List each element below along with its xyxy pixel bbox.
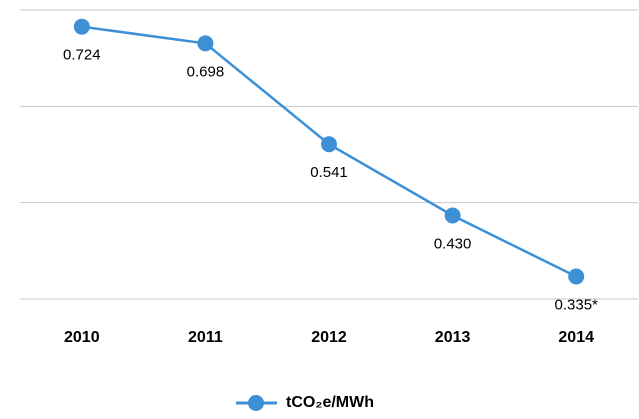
data-label: 0.724 bbox=[63, 47, 101, 64]
data-label: 0.430 bbox=[434, 235, 472, 252]
x-tick-label: 2011 bbox=[188, 329, 223, 346]
legend-marker bbox=[248, 395, 264, 411]
data-label: 0.335* bbox=[555, 296, 599, 313]
x-tick-label: 2012 bbox=[311, 329, 347, 346]
point bbox=[197, 35, 214, 52]
data-label: 0.541 bbox=[310, 164, 348, 181]
point bbox=[444, 207, 461, 224]
point bbox=[568, 268, 585, 285]
x-tick-label: 2014 bbox=[558, 329, 594, 346]
point bbox=[73, 18, 90, 35]
legend-label: tCO₂e/MWh bbox=[286, 394, 374, 411]
data-label: 0.698 bbox=[187, 63, 225, 80]
x-tick-label: 2010 bbox=[64, 329, 100, 346]
x-tick-label: 2013 bbox=[435, 329, 471, 346]
point bbox=[321, 136, 337, 153]
